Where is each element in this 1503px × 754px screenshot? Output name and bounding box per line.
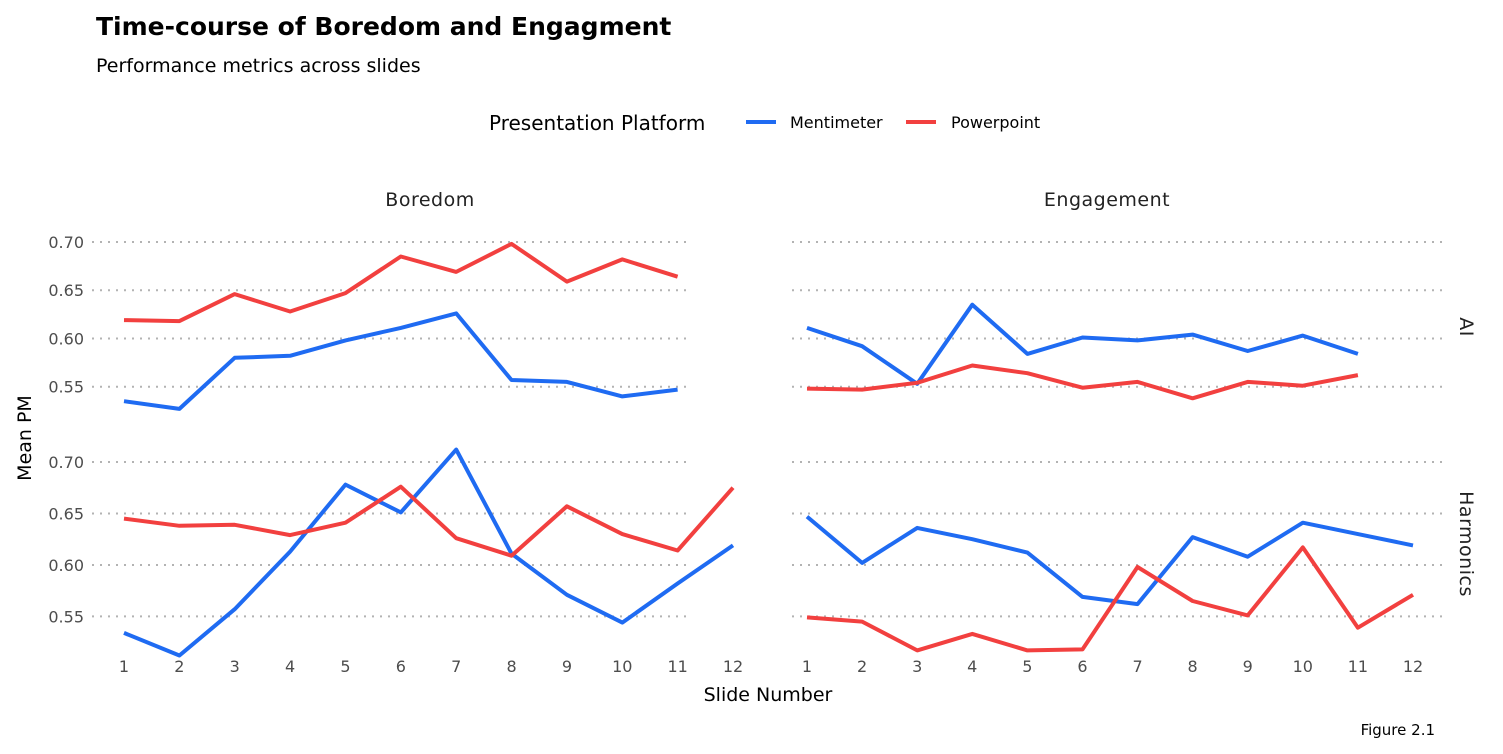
series-line-mentimeter-boredom-ai bbox=[123, 311, 678, 411]
x-tick-label-boredom: 8 bbox=[506, 657, 516, 676]
facet-strip-ai: AI bbox=[1455, 317, 1477, 337]
plot-layer: 0.550.600.650.700.550.600.650.701 2 3 4 5 6 7 8… bbox=[48, 233, 1442, 676]
y-axis-title: Mean PM bbox=[14, 395, 36, 481]
y-tick-label-harmonics: 0.55 bbox=[48, 607, 84, 626]
legend-label-powerpoint: Powerpoint bbox=[951, 113, 1040, 132]
x-tick-label-boredom: 2 bbox=[174, 657, 184, 676]
x-tick-label-boredom: 7 bbox=[451, 657, 461, 676]
x-tick-label-engagement: 7 bbox=[1132, 657, 1142, 676]
x-tick-label-boredom: 10 bbox=[612, 657, 632, 676]
series-line-mentimeter-boredom-harmonics bbox=[123, 447, 735, 658]
y-tick-label-harmonics: 0.65 bbox=[48, 504, 84, 523]
x-tick-label-engagement: 8 bbox=[1188, 657, 1198, 676]
x-tick-label-engagement: 10 bbox=[1293, 657, 1313, 676]
x-tick-label-boredom: 9 bbox=[562, 657, 572, 676]
x-axis-title: Slide Number bbox=[704, 684, 833, 706]
legend-label-mentimeter: Mentimeter bbox=[790, 113, 883, 132]
x-tick-label-boredom: 1 bbox=[119, 657, 129, 676]
x-tick-label-boredom: 6 bbox=[396, 657, 406, 676]
x-tick-label-engagement: 5 bbox=[1022, 657, 1032, 676]
y-tick-label-harmonics: 0.60 bbox=[48, 556, 84, 575]
y-tick-label-ai: 0.65 bbox=[48, 281, 84, 300]
x-tick-label-boredom: 3 bbox=[230, 657, 240, 676]
series-line-powerpoint-boredom-harmonics bbox=[123, 484, 735, 558]
series-line-powerpoint-boredom-ai bbox=[123, 241, 679, 324]
y-tick-label-harmonics: 0.70 bbox=[48, 453, 84, 472]
y-tick-label-ai: 0.70 bbox=[48, 233, 84, 252]
facet-strip-harmonics: Harmonics bbox=[1455, 491, 1477, 597]
y-tick-label-ai: 0.55 bbox=[48, 378, 84, 397]
x-tick-label-engagement: 9 bbox=[1243, 657, 1253, 676]
legend-title: Presentation Platform bbox=[489, 111, 705, 135]
legend: Presentation Platform Mentimeter Powerpo… bbox=[489, 111, 1040, 135]
x-tick-label-engagement: 12 bbox=[1403, 657, 1423, 676]
x-tick-label-engagement: 6 bbox=[1077, 657, 1087, 676]
facet-strip-boredom: Boredom bbox=[385, 189, 474, 211]
x-tick-label-boredom: 4 bbox=[285, 657, 295, 676]
x-tick-label-engagement: 2 bbox=[857, 657, 867, 676]
x-tick-label-engagement: 4 bbox=[967, 657, 977, 676]
figure-caption: Figure 2.1 bbox=[1361, 721, 1435, 739]
series-line-mentimeter-engagement-ai bbox=[806, 302, 1359, 386]
series-line-powerpoint-engagement-ai bbox=[806, 363, 1359, 401]
chart-subtitle: Performance metrics across slides bbox=[96, 55, 421, 77]
x-tick-label-boredom: 5 bbox=[340, 657, 350, 676]
chart-title: Time-course of Boredom and Engagment bbox=[96, 12, 671, 41]
y-tick-label-ai: 0.60 bbox=[48, 329, 84, 348]
x-tick-label-engagement: 1 bbox=[802, 657, 812, 676]
x-tick-label-engagement: 3 bbox=[912, 657, 922, 676]
facet-strip-engagement: Engagement bbox=[1044, 189, 1170, 211]
x-tick-label-boredom: 12 bbox=[723, 657, 743, 676]
x-tick-label-engagement: 11 bbox=[1348, 657, 1368, 676]
x-tick-label-boredom: 11 bbox=[667, 657, 687, 676]
series-line-mentimeter-engagement-harmonics bbox=[805, 515, 1414, 607]
series-line-powerpoint-engagement-harmonics bbox=[806, 545, 1415, 653]
